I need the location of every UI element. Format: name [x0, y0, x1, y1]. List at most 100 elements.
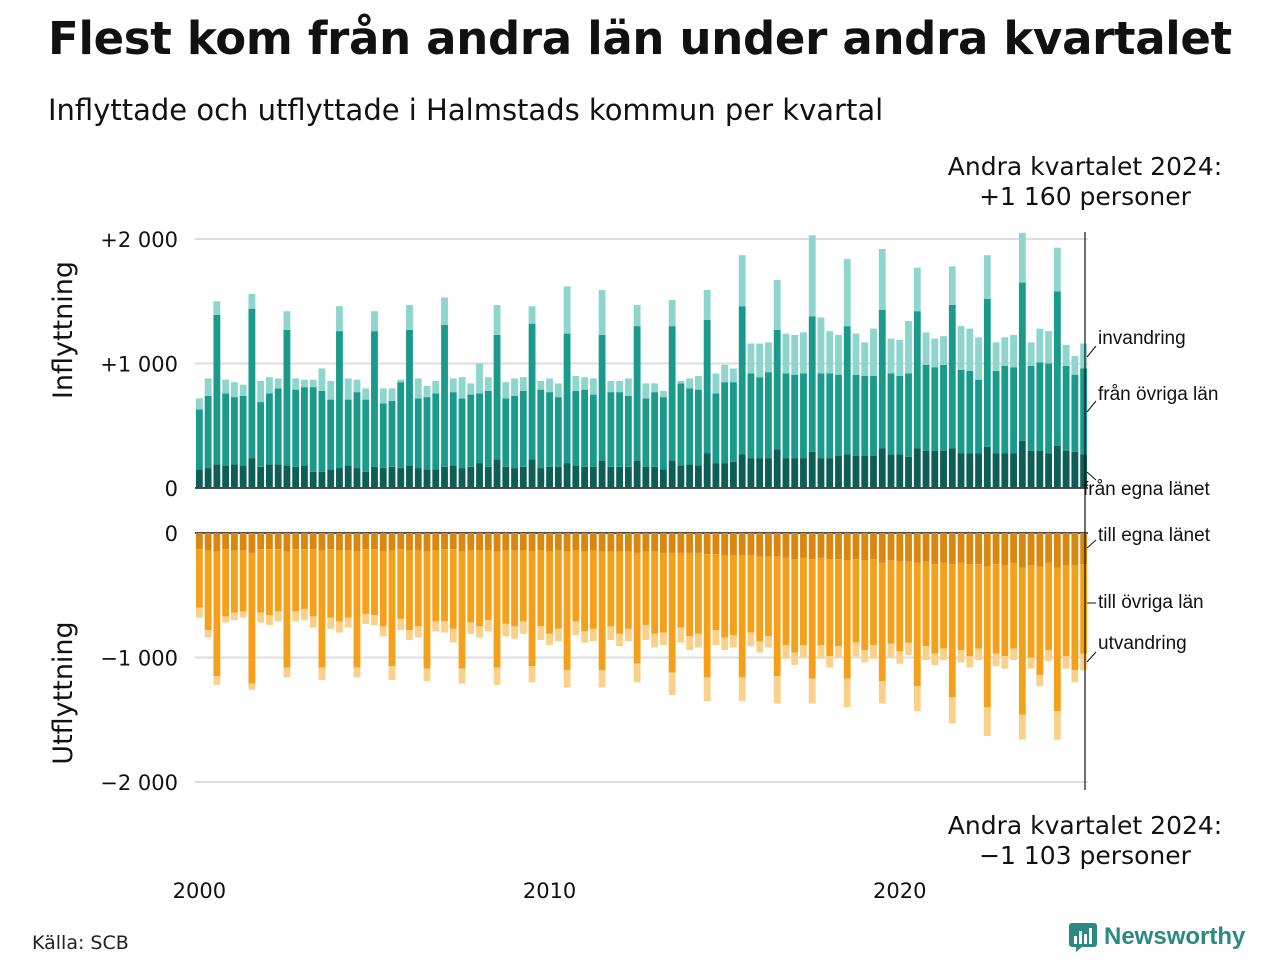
- bar-inflow-other-counties: [651, 392, 659, 467]
- bar-inflow-other-counties: [870, 375, 877, 456]
- bar-inflow-own-county: [1010, 453, 1017, 488]
- bar-inflow-own-county: [940, 450, 947, 488]
- bar-outflow-emigration: [642, 625, 650, 641]
- bar-inflow-other-counties: [817, 373, 825, 459]
- bar-outflow-emigration: [843, 678, 851, 708]
- bar-inflow-other-counties: [642, 398, 650, 467]
- bar-inflow-own-county: [476, 463, 483, 488]
- bar-inflow-immigration: [782, 333, 790, 374]
- bar-inflow-other-counties: [1071, 374, 1079, 452]
- bar-outflow-own-county: [817, 533, 825, 558]
- bar-outflow-other-counties: [1027, 565, 1035, 658]
- bar-inflow-other-counties: [458, 398, 466, 469]
- bar-outflow-emigration: [782, 645, 790, 659]
- bar-inflow-other-counties: [371, 331, 378, 467]
- y-tick-inflow: +2 000: [100, 228, 178, 252]
- bar-inflow-immigration: [1071, 356, 1079, 375]
- y-tick-outflow: −1 000: [100, 647, 178, 671]
- bar-inflow-other-counties: [274, 388, 282, 465]
- bar-outflow-emigration: [905, 642, 912, 656]
- bar-outflow-emigration: [659, 632, 667, 646]
- bar-outflow-emigration: [1001, 656, 1009, 669]
- bar-inflow-immigration: [887, 338, 895, 374]
- bar-inflow-own-county: [808, 451, 816, 488]
- bar-outflow-own-county: [773, 533, 781, 557]
- bar-inflow-other-counties: [546, 392, 553, 467]
- bar-outflow-other-counties: [248, 552, 256, 684]
- bar-outflow-other-counties: [730, 555, 737, 636]
- bar-outflow-emigration: [975, 648, 982, 660]
- bar-inflow-immigration: [992, 342, 1000, 371]
- bar-outflow-own-county: [1062, 533, 1070, 566]
- bar-outflow-other-counties: [336, 550, 343, 622]
- bar-outflow-emigration: [379, 626, 387, 637]
- bar-outflow-other-counties: [686, 552, 694, 637]
- bar-outflow-emigration: [957, 650, 965, 663]
- bar-inflow-immigration: [616, 380, 624, 393]
- bar-inflow-own-county: [1071, 451, 1079, 488]
- bar-inflow-immigration: [318, 368, 326, 391]
- bar-outflow-emigration: [388, 666, 396, 680]
- bar-outflow-emigration: [756, 641, 764, 653]
- bar-inflow-own-county: [581, 466, 589, 488]
- bar-inflow-other-counties: [607, 392, 615, 467]
- bar-outflow-emigration: [493, 667, 501, 685]
- bar-outflow-emigration: [791, 652, 799, 665]
- bar-outflow-other-counties: [572, 550, 580, 622]
- bar-outflow-emigration: [765, 636, 772, 648]
- bar-inflow-own-county: [309, 471, 317, 488]
- bar-inflow-own-county: [651, 466, 659, 488]
- bar-inflow-immigration: [1027, 342, 1035, 366]
- series-labels: invandring från övriga län från egna län…: [1083, 328, 1218, 663]
- bar-outflow-emigration: [502, 623, 510, 637]
- bar-inflow-own-county: [878, 448, 886, 488]
- bar-inflow-other-counties: [327, 399, 335, 470]
- bar-inflow-immigration: [309, 379, 317, 388]
- bar-outflow-emigration: [213, 676, 221, 685]
- bar-inflow-own-county: [248, 458, 256, 488]
- bar-inflow-own-county: [1045, 453, 1053, 488]
- bar-inflow-other-counties: [835, 374, 842, 456]
- bar-inflow-other-counties: [721, 382, 729, 464]
- bar-outflow-own-county: [266, 533, 273, 550]
- bar-inflow-own-county: [441, 466, 448, 488]
- bar-inflow-own-county: [222, 465, 230, 488]
- bar-inflow-immigration: [966, 328, 974, 371]
- bar-outflow-own-county: [414, 533, 422, 551]
- bar-inflow-own-county: [528, 459, 536, 489]
- bar-outflow-own-county: [983, 533, 991, 567]
- bar-inflow-own-county: [686, 464, 694, 489]
- bar-inflow-own-county: [493, 459, 501, 489]
- bar-outflow-own-county: [738, 533, 746, 556]
- bar-outflow-emigration: [624, 628, 632, 642]
- bar-inflow-immigration: [756, 343, 764, 378]
- series-label-fran-ovriga-lan: från övriga län: [1098, 384, 1218, 405]
- bar-inflow-immigration: [511, 378, 518, 396]
- bar-outflow-other-counties: [1018, 567, 1026, 715]
- series-label-till-ovriga-lan: till övriga län: [1098, 592, 1204, 613]
- bar-inflow-own-county: [835, 455, 842, 488]
- bar-inflow-immigration: [274, 378, 282, 389]
- bar-inflow-other-counties: [598, 334, 606, 461]
- bar-inflow-immigration: [493, 304, 501, 335]
- bar-inflow-immigration: [195, 398, 203, 410]
- bar-inflow-immigration: [983, 255, 991, 299]
- annotation-bottom-line1: Andra kvartalet 2024:: [948, 811, 1222, 840]
- bar-outflow-emigration: [353, 667, 361, 678]
- bar-outflow-other-counties: [957, 562, 965, 651]
- bar-outflow-own-county: [642, 533, 650, 552]
- bar-outflow-emigration: [730, 635, 737, 648]
- bar-inflow-immigration: [738, 255, 746, 307]
- bar-outflow-emigration: [940, 648, 947, 660]
- bar-inflow-other-counties: [1027, 365, 1035, 451]
- bar-inflow-immigration: [213, 301, 221, 315]
- bar-inflow-other-counties: [537, 389, 545, 469]
- bar-inflow-own-county: [379, 468, 387, 488]
- bar-inflow-immigration: [624, 378, 632, 396]
- bar-outflow-other-counties: [975, 564, 982, 649]
- bar-inflow-own-county: [1027, 450, 1035, 488]
- bar-outflow-own-county: [1071, 533, 1079, 566]
- bar-outflow-emigration: [344, 617, 352, 628]
- bar-outflow-own-county: [1018, 533, 1026, 568]
- bar-inflow-own-county: [957, 453, 965, 488]
